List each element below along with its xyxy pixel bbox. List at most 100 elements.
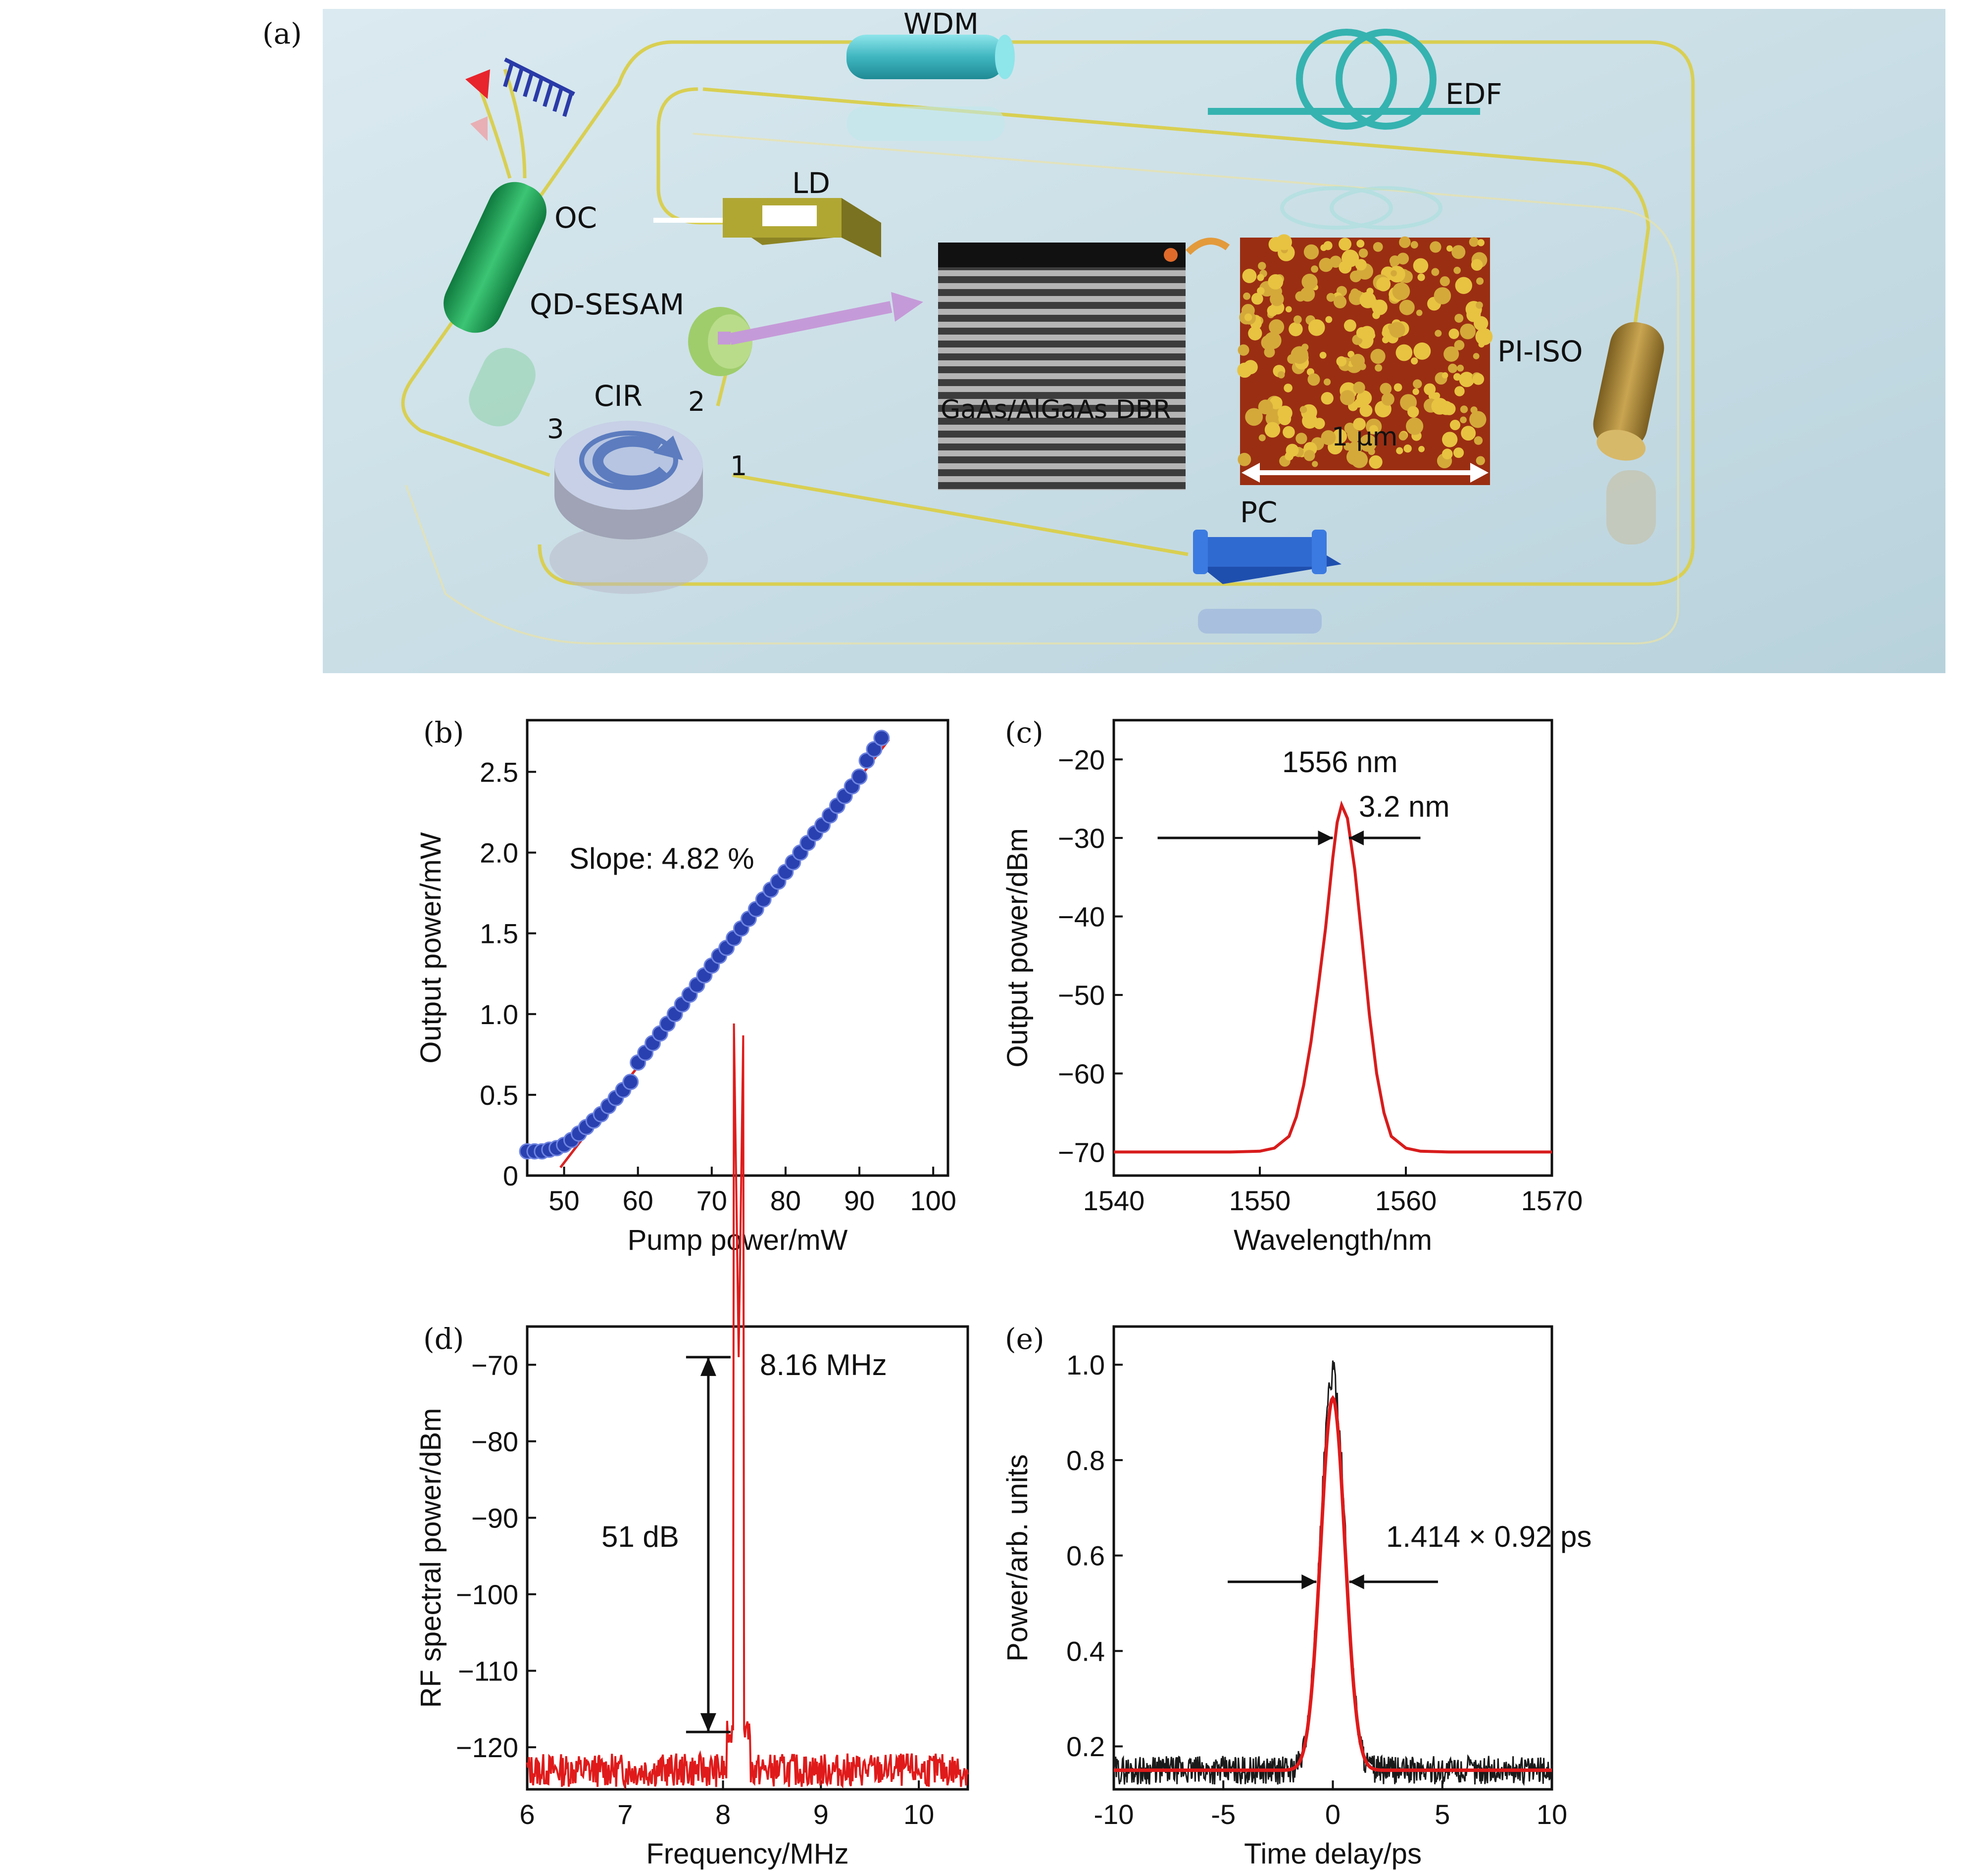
y-tick-label: −120	[456, 1732, 518, 1763]
afm-dot	[1369, 455, 1383, 469]
x-tick-label: 9	[813, 1799, 829, 1830]
afm-dot	[1469, 411, 1487, 428]
afm-dot	[1441, 372, 1448, 379]
y-tick-label: −90	[471, 1502, 518, 1533]
afm-dot	[1283, 426, 1295, 439]
sesam-label: QD-SESAM	[530, 288, 684, 321]
y-tick-label: 1.5	[480, 918, 518, 949]
afm-dot	[1245, 408, 1263, 426]
edf-coil	[1208, 29, 1480, 130]
dbr-inset: QD absorption layer GaAs/AlGaAs DBR	[938, 243, 1186, 490]
afm-dot	[1478, 341, 1485, 348]
data-point	[866, 741, 883, 758]
pulse-width-annotation: 1.414 × 0.92 ps	[1386, 1520, 1591, 1553]
afm-dot	[1433, 392, 1441, 399]
grating-icon	[503, 57, 575, 117]
afm-dot	[1339, 238, 1352, 251]
circulator-component: CIR 3 2 1	[547, 379, 747, 594]
port3-label: 3	[547, 413, 564, 444]
afm-dot	[1326, 293, 1336, 302]
afm-dot	[1291, 346, 1309, 364]
afm-dot	[1396, 447, 1403, 454]
afm-dot	[1441, 448, 1453, 460]
plot-frame	[1112, 719, 1553, 1177]
iso-label: PI-ISO	[1497, 335, 1583, 368]
spectrum-line	[1114, 800, 1552, 1154]
wdm-label: WDM	[903, 7, 979, 41]
afm-dot	[1448, 328, 1459, 339]
afm-dot	[1332, 429, 1347, 444]
afm-dot	[1359, 434, 1377, 452]
afm-dot	[1380, 383, 1392, 395]
afm-dot	[1258, 262, 1266, 270]
afm-dot	[1454, 386, 1465, 396]
y-axis-label: RF spectral power/dBm	[415, 1408, 447, 1708]
pulse-left-arrow-head	[1301, 1574, 1317, 1589]
iso-component: PI-ISO	[1497, 322, 1664, 544]
afm-dot	[1348, 441, 1362, 455]
afm-dot	[1461, 426, 1476, 441]
afm-dot	[1344, 253, 1351, 260]
afm-dot	[1269, 319, 1285, 335]
afm-dot	[1403, 444, 1412, 453]
y-tick-label: 0.6	[1066, 1540, 1105, 1572]
y-tick-label: 2.0	[480, 837, 518, 869]
afm-dot	[1448, 363, 1458, 373]
afm-dot	[1434, 287, 1451, 304]
afm-dot	[1424, 383, 1436, 395]
afm-dot	[1453, 266, 1461, 274]
sesam-component: QD-SESAM	[530, 288, 752, 376]
afm-dot	[1354, 398, 1364, 408]
panel-a-label: (a)	[262, 17, 302, 50]
afm-dot	[1321, 392, 1334, 405]
x-tick-label: 100	[910, 1185, 956, 1216]
x-tick-label: 7	[617, 1799, 633, 1830]
afm-dot	[1243, 292, 1251, 300]
y-tick-label: 0.5	[480, 1080, 518, 1111]
afm-dot	[1454, 340, 1465, 350]
afm-dots	[1237, 234, 1493, 469]
afm-dot	[1351, 451, 1368, 468]
panel-d-label: (d)	[423, 1322, 464, 1356]
afm-dot	[1476, 301, 1483, 309]
afm-dot	[1251, 293, 1263, 305]
afm-dot	[1323, 241, 1333, 250]
schematic-panel: (a) WDM EDF	[262, 7, 1945, 673]
afm-dot	[1395, 344, 1413, 361]
snr-arrow-head-top	[700, 1357, 716, 1376]
fwhm-right-arrow-head	[1348, 830, 1364, 845]
x-tick-label: 70	[696, 1185, 727, 1216]
afm-dot	[1399, 299, 1415, 315]
afm-dot	[1469, 237, 1479, 247]
afm-dot	[1443, 346, 1459, 362]
panel-e-label: (e)	[1005, 1322, 1044, 1356]
y-tick-label: −30	[1058, 823, 1105, 854]
afm-dot	[1333, 295, 1347, 308]
afm-dot	[1258, 399, 1273, 415]
afm-dot	[1356, 327, 1368, 339]
y-tick-label: −50	[1058, 980, 1105, 1011]
y-tick-label: −100	[456, 1579, 518, 1610]
afm-dot	[1455, 277, 1473, 294]
x-tick-label: 50	[548, 1185, 579, 1216]
panel-b-label: (b)	[423, 716, 464, 749]
chart-c: 1540 1550 1560 1570 −70 −60 −50 −40 −30 −20 Wavele…	[1001, 719, 1583, 1256]
afm-dot	[1268, 274, 1284, 290]
y-tick-label: 0.4	[1066, 1635, 1105, 1667]
sesam-zoom-arrow	[729, 292, 923, 345]
ld-component: LD	[653, 166, 881, 257]
x-axis-label: Frequency/MHz	[646, 1838, 848, 1870]
afm-dot	[1449, 419, 1461, 431]
afm-dot	[1460, 323, 1476, 340]
x-tick-label: 60	[623, 1185, 653, 1216]
afm-dot	[1285, 306, 1292, 313]
afm-dot	[1350, 353, 1365, 368]
x-axis-label: Time delay/ps	[1244, 1838, 1422, 1870]
afm-dot	[1353, 418, 1366, 431]
afm-dot	[1412, 388, 1419, 395]
oc-component: OC	[444, 68, 597, 427]
dbr-label: GaAs/AlGaAs DBR	[941, 395, 1171, 425]
afm-dot	[1457, 364, 1464, 372]
afm-dot	[1376, 277, 1391, 292]
